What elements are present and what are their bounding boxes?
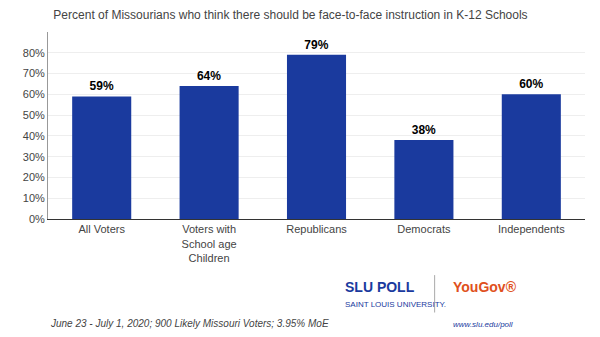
svg-text:40%: 40% — [23, 130, 45, 142]
svg-text:0%: 0% — [29, 213, 45, 225]
svg-text:www.slu.edu/poll: www.slu.edu/poll — [453, 320, 513, 329]
svg-text:64%: 64% — [197, 69, 221, 83]
svg-text:79%: 79% — [304, 38, 328, 52]
svg-text:38%: 38% — [412, 123, 436, 137]
svg-text:59%: 59% — [90, 79, 114, 93]
svg-text:SLU POLL: SLU POLL — [345, 279, 415, 295]
svg-text:30%: 30% — [23, 151, 45, 163]
svg-text:50%: 50% — [23, 109, 45, 121]
svg-text:20%: 20% — [23, 171, 45, 183]
svg-text:All Voters: All Voters — [78, 223, 125, 235]
svg-text:Voters withSchool ageChildren: Voters withSchool ageChildren — [182, 223, 237, 264]
svg-text:Republicans: Republicans — [286, 223, 347, 235]
svg-text:June 23 - July 1, 2020; 900 Li: June 23 - July 1, 2020; 900 Likely Misso… — [50, 318, 329, 329]
svg-text:60%: 60% — [519, 77, 543, 91]
svg-text:Percent of Missourians who thi: Percent of Missourians who think there s… — [53, 8, 527, 22]
svg-text:YouGov®: YouGov® — [453, 279, 517, 295]
svg-text:70%: 70% — [23, 67, 45, 79]
svg-text:80%: 80% — [23, 47, 45, 59]
svg-text:60%: 60% — [23, 88, 45, 100]
svg-text:Independents: Independents — [498, 223, 565, 235]
svg-text:SAINT LOUIS UNIVERSITY.: SAINT LOUIS UNIVERSITY. — [345, 300, 446, 309]
svg-text:10%: 10% — [23, 192, 45, 204]
svg-text:Democrats: Democrats — [397, 223, 451, 235]
